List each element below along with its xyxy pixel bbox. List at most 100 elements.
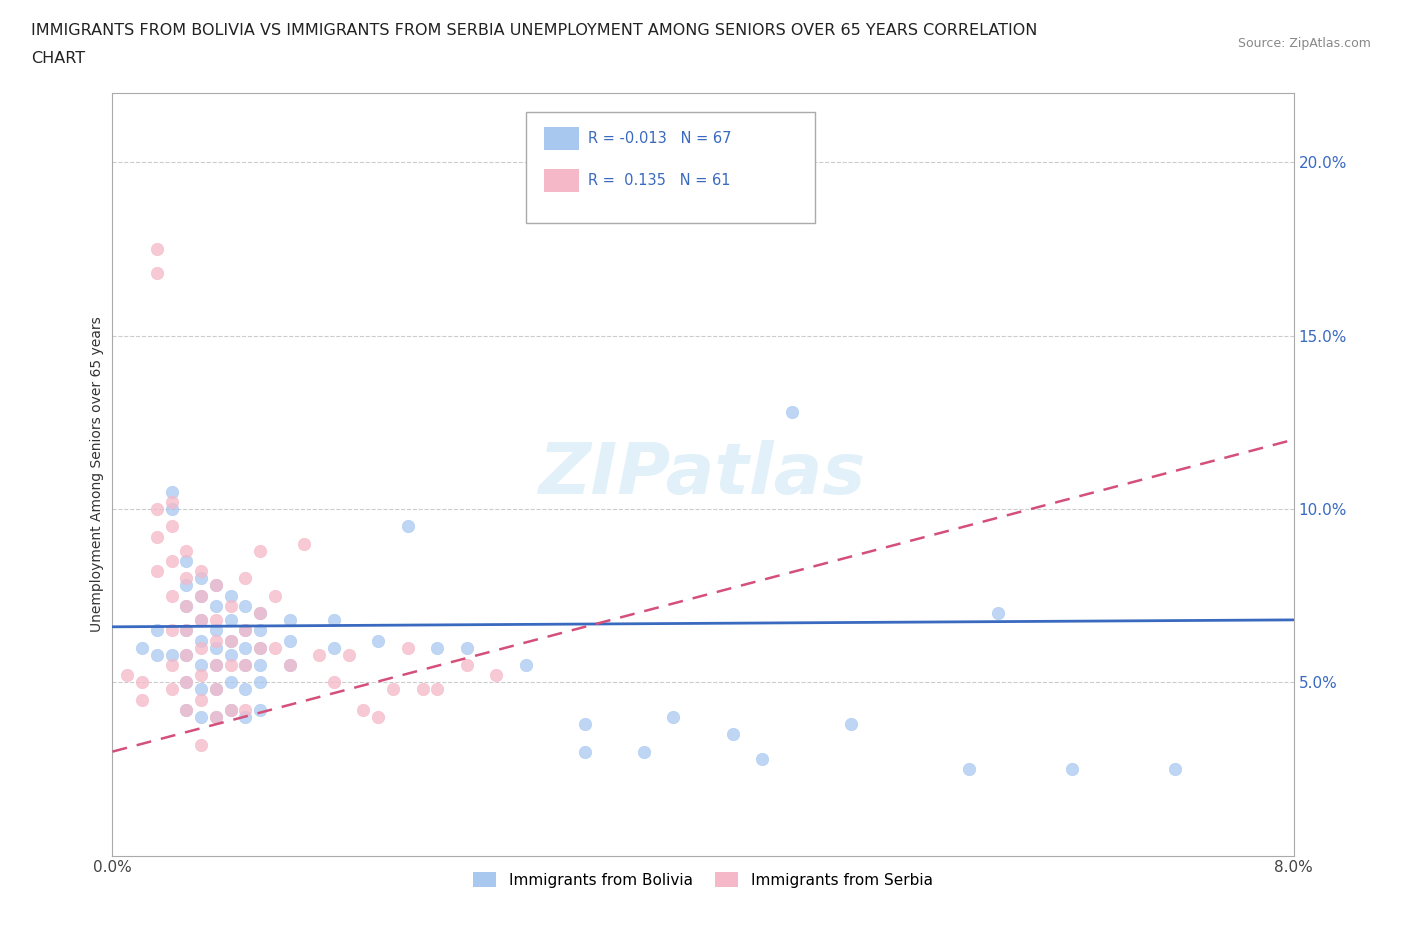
Point bbox=[957, 762, 980, 777]
Point bbox=[174, 623, 197, 638]
Point bbox=[219, 588, 242, 603]
Point bbox=[396, 519, 419, 534]
Point bbox=[205, 578, 228, 592]
Point bbox=[131, 692, 153, 707]
Point bbox=[292, 537, 315, 551]
Point bbox=[131, 675, 153, 690]
Point bbox=[219, 633, 242, 648]
Point bbox=[205, 640, 228, 655]
Point bbox=[233, 702, 256, 717]
Point bbox=[574, 744, 596, 759]
Point bbox=[219, 647, 242, 662]
Point bbox=[174, 578, 197, 592]
Point bbox=[249, 543, 271, 558]
Point bbox=[160, 682, 183, 697]
Point bbox=[205, 710, 228, 724]
Point bbox=[633, 744, 655, 759]
Point bbox=[233, 623, 256, 638]
Text: R = -0.013   N = 67: R = -0.013 N = 67 bbox=[589, 131, 733, 146]
Point bbox=[233, 658, 256, 672]
Point bbox=[249, 605, 271, 620]
Point bbox=[205, 658, 228, 672]
Point bbox=[219, 702, 242, 717]
Point bbox=[190, 737, 212, 752]
Point bbox=[308, 647, 330, 662]
Point bbox=[190, 613, 212, 628]
Point bbox=[485, 668, 508, 683]
Point bbox=[205, 599, 228, 614]
Point bbox=[233, 682, 256, 697]
Point bbox=[146, 647, 169, 662]
Point bbox=[382, 682, 405, 697]
Point bbox=[117, 668, 138, 683]
Bar bbox=[544, 169, 579, 193]
Point bbox=[174, 675, 197, 690]
Point bbox=[160, 495, 183, 510]
Point bbox=[219, 658, 242, 672]
Point bbox=[367, 633, 389, 648]
Point bbox=[190, 633, 212, 648]
Y-axis label: Unemployment Among Seniors over 65 years: Unemployment Among Seniors over 65 years bbox=[90, 316, 104, 632]
Point bbox=[160, 553, 183, 568]
Point bbox=[426, 640, 449, 655]
Point bbox=[987, 605, 1010, 620]
Point bbox=[146, 501, 169, 516]
Text: IMMIGRANTS FROM BOLIVIA VS IMMIGRANTS FROM SERBIA UNEMPLOYMENT AMONG SENIORS OVE: IMMIGRANTS FROM BOLIVIA VS IMMIGRANTS FR… bbox=[31, 23, 1038, 38]
Point bbox=[219, 633, 242, 648]
Point bbox=[205, 633, 228, 648]
Point bbox=[1062, 762, 1084, 777]
Point bbox=[412, 682, 434, 697]
Point bbox=[278, 658, 301, 672]
Point bbox=[174, 543, 197, 558]
Point bbox=[574, 716, 596, 731]
Point bbox=[278, 613, 301, 628]
Point bbox=[323, 613, 346, 628]
Point bbox=[174, 702, 197, 717]
Point bbox=[190, 640, 212, 655]
Point bbox=[205, 682, 228, 697]
Point bbox=[780, 405, 803, 419]
Point bbox=[249, 605, 271, 620]
Point bbox=[205, 710, 228, 724]
Point bbox=[219, 599, 242, 614]
Point bbox=[249, 640, 271, 655]
Point bbox=[190, 668, 212, 683]
Point bbox=[146, 623, 169, 638]
Point bbox=[1164, 762, 1187, 777]
Point bbox=[146, 242, 169, 257]
Point bbox=[160, 647, 183, 662]
Point bbox=[205, 682, 228, 697]
Text: CHART: CHART bbox=[31, 51, 84, 66]
Point bbox=[174, 647, 197, 662]
Point bbox=[205, 658, 228, 672]
Point bbox=[249, 675, 271, 690]
Point bbox=[426, 682, 449, 697]
Point bbox=[190, 564, 212, 578]
Point bbox=[190, 658, 212, 672]
Point bbox=[205, 623, 228, 638]
Point bbox=[190, 588, 212, 603]
Point bbox=[264, 588, 287, 603]
Point bbox=[160, 485, 183, 499]
Point bbox=[160, 658, 183, 672]
Point bbox=[190, 710, 212, 724]
Point bbox=[233, 710, 256, 724]
Point bbox=[456, 658, 478, 672]
Point bbox=[190, 588, 212, 603]
Point bbox=[190, 571, 212, 586]
Point bbox=[839, 716, 862, 731]
Point bbox=[367, 710, 389, 724]
Point bbox=[515, 658, 537, 672]
Point bbox=[219, 613, 242, 628]
Point bbox=[146, 529, 169, 544]
Text: ZIPatlas: ZIPatlas bbox=[540, 440, 866, 509]
Point bbox=[456, 640, 478, 655]
Point bbox=[174, 553, 197, 568]
Point bbox=[323, 675, 346, 690]
Legend: Immigrants from Bolivia, Immigrants from Serbia: Immigrants from Bolivia, Immigrants from… bbox=[467, 866, 939, 894]
Point bbox=[264, 640, 287, 655]
Point bbox=[146, 266, 169, 281]
Point bbox=[174, 702, 197, 717]
Point bbox=[249, 623, 271, 638]
Text: R =  0.135   N = 61: R = 0.135 N = 61 bbox=[589, 173, 731, 188]
